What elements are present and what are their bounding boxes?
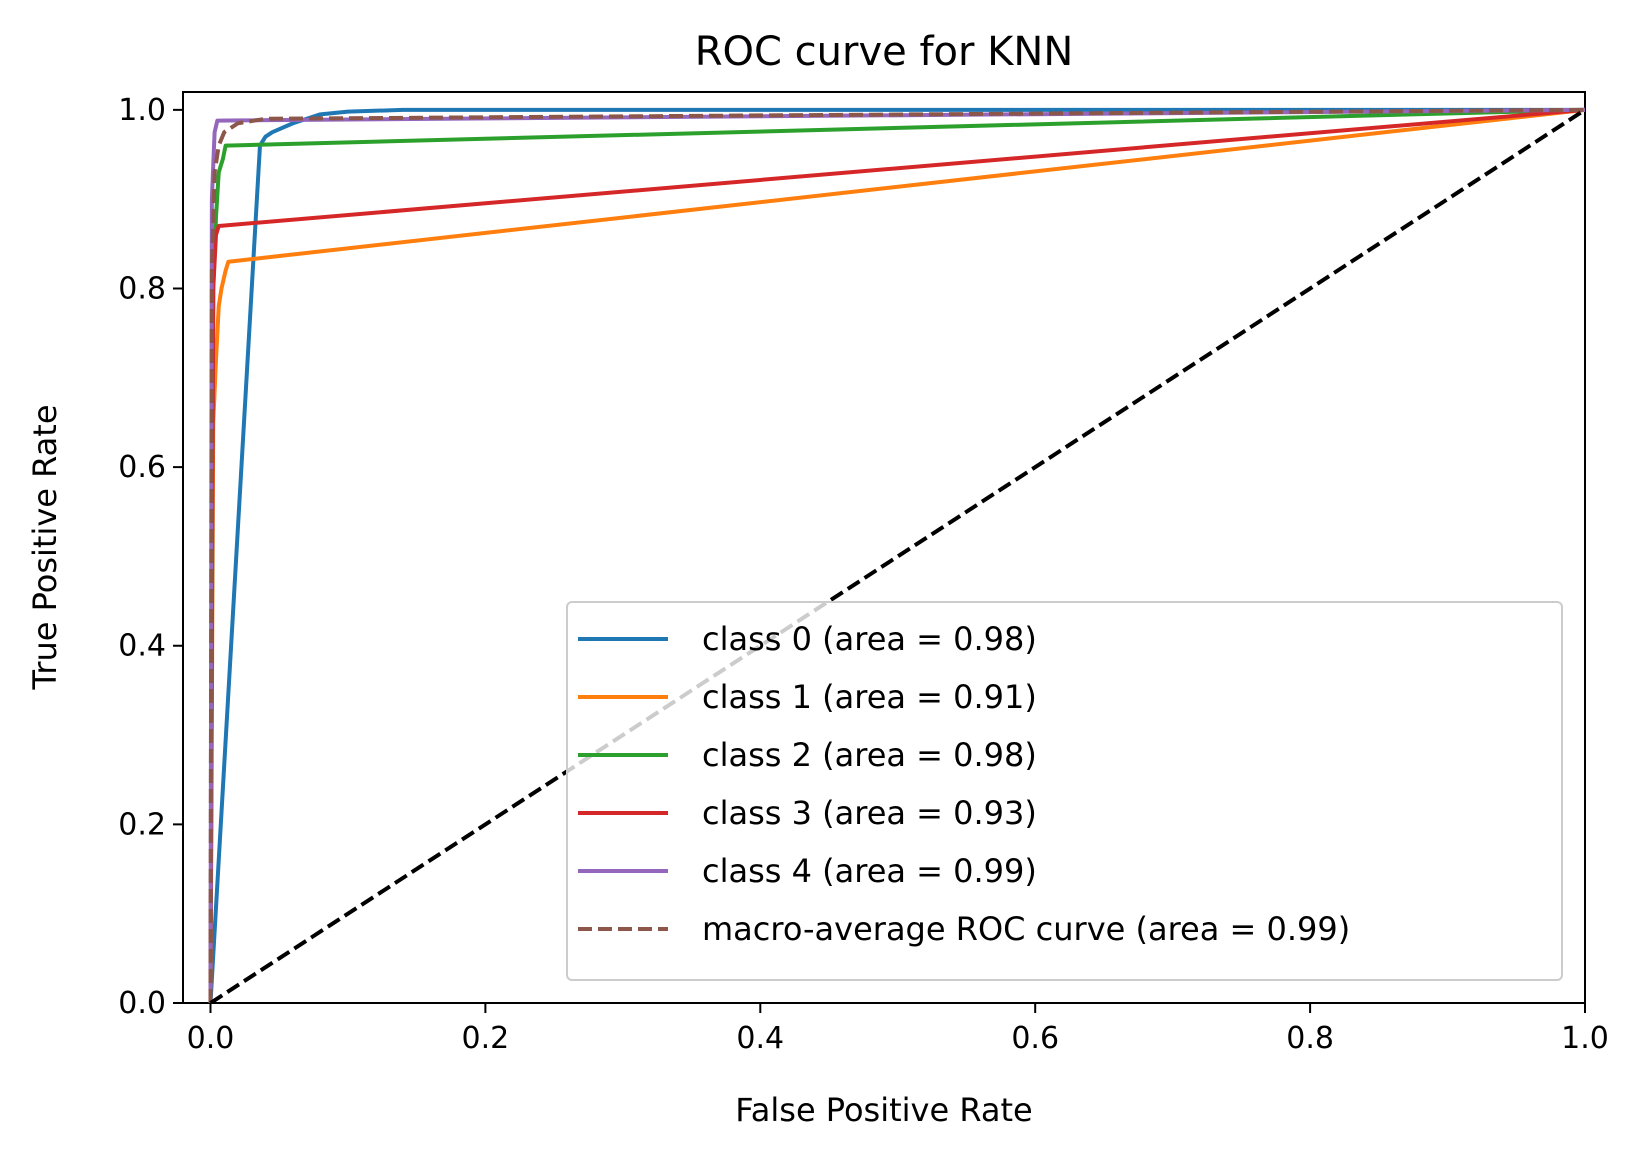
x-tick-label: 0.6 bbox=[1011, 1021, 1059, 1056]
series-line-class-0-area-0-98 bbox=[208, 107, 1585, 1003]
y-tick-label: 0.2 bbox=[118, 807, 166, 842]
series-layer bbox=[208, 107, 1585, 1003]
x-tick-label: 1.0 bbox=[1561, 1021, 1609, 1056]
legend-entry-label: class 3 (area = 0.93) bbox=[702, 794, 1037, 832]
y-tick-label: 1.0 bbox=[118, 93, 166, 128]
series-line-macro-average-roc-curve-area-0-99 bbox=[208, 107, 1585, 1003]
y-axis-ticks: 0.0 0.2 0.4 0.6 0.8 1.0 bbox=[118, 93, 183, 1021]
y-axis-label: True Positive Rate bbox=[26, 404, 64, 690]
plot-frame bbox=[182, 91, 1586, 1004]
y-tick-label: 0.6 bbox=[118, 450, 166, 485]
reference-diagonal-line bbox=[209, 108, 1585, 1003]
x-tick-label: 0.4 bbox=[736, 1021, 784, 1056]
y-tick-label: 0.0 bbox=[118, 986, 166, 1021]
legend-entry-label: class 4 (area = 0.99) bbox=[702, 852, 1037, 890]
legend-entry-label: macro-average ROC curve (area = 0.99) bbox=[702, 910, 1350, 948]
x-tick-label: 0.2 bbox=[462, 1021, 510, 1056]
legend-entry-label: class 1 (area = 0.91) bbox=[702, 678, 1037, 716]
y-tick-label: 0.4 bbox=[118, 629, 166, 664]
legend-entry-label: class 2 (area = 0.98) bbox=[702, 736, 1037, 774]
legend-entry-label: class 0 (area = 0.98) bbox=[702, 620, 1037, 658]
legend-box bbox=[566, 601, 1563, 981]
x-tick-label: 0.8 bbox=[1286, 1021, 1334, 1056]
x-tick-label: 0.0 bbox=[187, 1021, 235, 1056]
x-axis-label: False Positive Rate bbox=[735, 1091, 1032, 1129]
y-tick-label: 0.8 bbox=[118, 271, 166, 306]
chart-title: ROC curve for KNN bbox=[695, 29, 1074, 75]
x-axis-ticks: 0.0 0.2 0.4 0.6 0.8 1.0 bbox=[187, 1003, 1609, 1056]
legend: class 0 (area = 0.98) class 1 (area = 0.9… bbox=[566, 601, 1563, 981]
